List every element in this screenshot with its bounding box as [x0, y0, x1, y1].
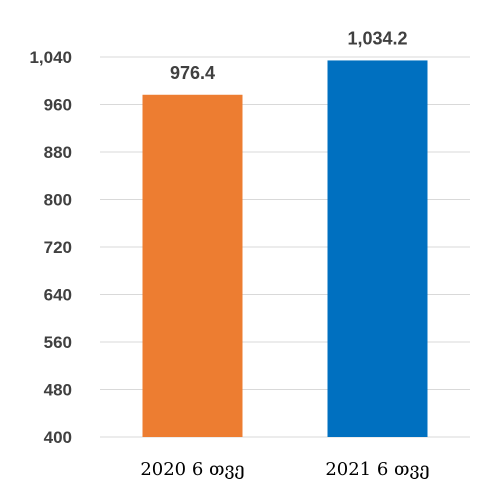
bar — [327, 60, 428, 437]
data-label: 976.4 — [170, 63, 215, 83]
y-tick-label: 800 — [44, 191, 72, 210]
data-labels: 976.4 1,034.2 — [170, 28, 408, 82]
y-tick-label: 400 — [44, 428, 72, 447]
y-tick-label: 720 — [44, 238, 72, 257]
y-tick-label: 480 — [44, 381, 72, 400]
x-category-label: 2021 6 თვე — [325, 459, 429, 480]
y-tick-label: 1,040 — [29, 48, 72, 67]
bars — [142, 60, 428, 437]
y-axis-ticks: 400 480 560 640 720 800 880 960 1,040 — [29, 48, 72, 447]
x-axis-categories: 2020 6 თვე 2021 6 თვე — [140, 459, 429, 480]
data-label: 1,034.2 — [347, 28, 407, 48]
y-tick-label: 880 — [44, 143, 72, 162]
y-tick-label: 960 — [44, 96, 72, 115]
y-tick-label: 560 — [44, 333, 72, 352]
y-tick-label: 640 — [44, 286, 72, 305]
x-category-label: 2020 6 თვე — [140, 459, 244, 480]
bar — [142, 94, 243, 437]
